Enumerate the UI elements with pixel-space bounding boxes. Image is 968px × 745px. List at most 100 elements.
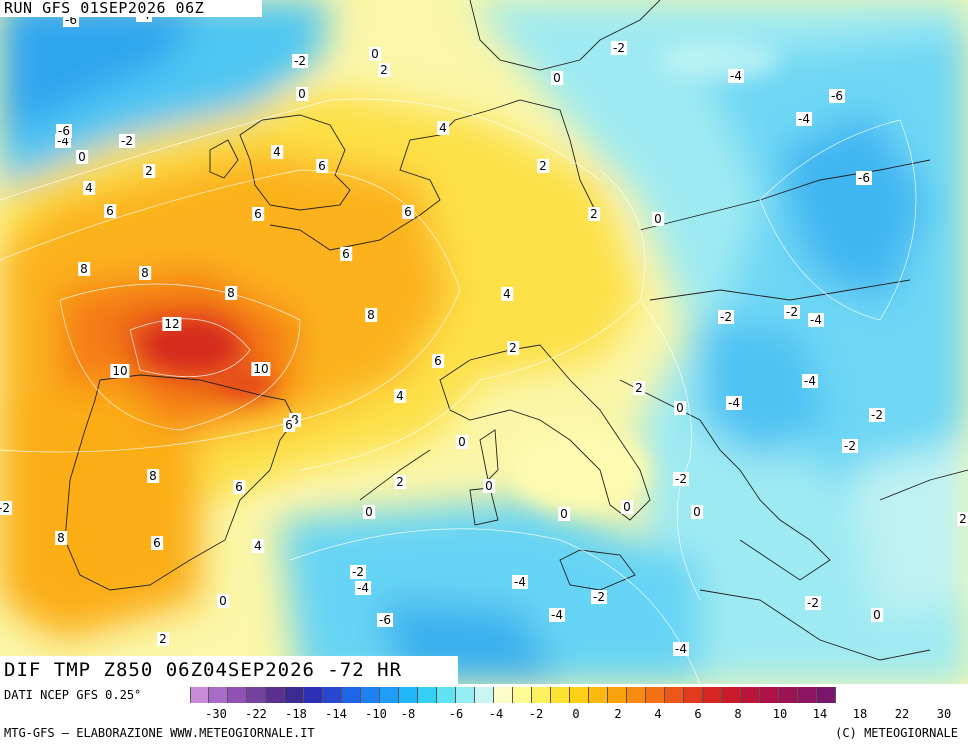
contour-label: 0	[652, 212, 664, 226]
color-scale-swatch	[342, 687, 361, 703]
color-scale-swatch	[589, 687, 608, 703]
footer-credit: MTG-GFS — ELABORAZIONE WWW.METEOGIORNALE…	[4, 726, 315, 740]
contour-label: 2	[507, 341, 519, 355]
color-scale-tick: -30	[205, 707, 227, 721]
contour-label: 0	[871, 608, 883, 622]
color-scale-tick: -18	[285, 707, 307, 721]
contour-label: -4	[673, 642, 689, 656]
color-scale-swatch	[456, 687, 475, 703]
contour-label: 8	[289, 413, 301, 427]
color-scale-tick: 14	[812, 707, 828, 721]
color-scale-swatch	[361, 687, 380, 703]
footer-copyright: (C) METEOGIORNALE	[835, 726, 958, 740]
contour-label: 0	[456, 435, 468, 449]
color-scale-swatch	[228, 687, 247, 703]
contour-label: -2	[805, 596, 821, 610]
color-scale-swatch	[304, 687, 323, 703]
contour-label: 8	[147, 469, 159, 483]
contour-label: 0	[558, 507, 570, 521]
contour-label: -4	[549, 608, 565, 622]
contour-label: 6	[432, 354, 444, 368]
color-scale-swatch	[722, 687, 741, 703]
contour-label: 0	[217, 594, 229, 608]
color-scale-swatch	[266, 687, 285, 703]
contour-label: 4	[252, 539, 264, 553]
color-scale-tick: -22	[245, 707, 267, 721]
contour-label: 0	[551, 71, 563, 85]
contour-label: 6	[283, 418, 295, 432]
color-scale-swatch	[494, 687, 513, 703]
contour-label: 10	[251, 362, 271, 376]
contour-label: -2	[673, 472, 689, 486]
color-scale-swatch	[247, 687, 266, 703]
color-scale-swatch	[817, 687, 836, 703]
contour-label: 6	[233, 480, 245, 494]
contour-label: 4	[501, 287, 513, 301]
contour-label: -2	[718, 310, 734, 324]
contour-label: 0	[369, 47, 381, 61]
contour-label: 0	[674, 401, 686, 415]
color-scale-swatch	[380, 687, 399, 703]
contour-label: 8	[78, 262, 90, 276]
color-scale-bar	[190, 687, 836, 703]
color-scale-swatch	[399, 687, 418, 703]
contour-label: 4	[83, 181, 95, 195]
temperature-anomaly-map: -6-402-20-20-6-4-2-4-6-4024462466620-668…	[0, 0, 968, 684]
contour-label: -4	[796, 112, 812, 126]
color-scale-swatch	[551, 687, 570, 703]
run-title: RUN GFS 01SEP2026 06Z	[0, 0, 262, 17]
color-scale-swatch	[323, 687, 342, 703]
color-scale-tick: -10	[365, 707, 387, 721]
contour-label: 0	[76, 150, 88, 164]
contour-label: 8	[365, 308, 377, 322]
color-scale-swatch	[741, 687, 760, 703]
color-scale-tick: 22	[894, 707, 910, 721]
color-scale-tick: 0	[572, 707, 580, 721]
contour-label: -6	[56, 124, 72, 138]
color-scale-tick: 10	[772, 707, 788, 721]
contour-label: -6	[856, 171, 872, 185]
color-scale-swatch	[760, 687, 779, 703]
contour-label: -2	[611, 41, 627, 55]
color-scale-swatch	[779, 687, 798, 703]
color-scale-swatch	[703, 687, 722, 703]
contour-label: 6	[340, 247, 352, 261]
contour-label: -2	[869, 408, 885, 422]
contour-label: 2	[537, 159, 549, 173]
color-scale-tick: 6	[694, 707, 702, 721]
contour-label: -4	[355, 581, 371, 595]
color-scale-swatch	[190, 687, 209, 703]
contour-label: 0	[621, 500, 633, 514]
contour-label: -2	[292, 54, 308, 68]
contour-label: 10	[110, 364, 130, 378]
contour-label: 8	[55, 531, 67, 545]
color-scale-tick: 4	[654, 707, 662, 721]
contour-label: 6	[316, 159, 328, 173]
color-scale-swatch	[570, 687, 589, 703]
color-scale-swatch	[437, 687, 456, 703]
color-scale-tick: -2	[528, 707, 544, 721]
contour-label: -4	[808, 313, 824, 327]
contour-label: 6	[151, 536, 163, 550]
color-scale-swatch	[285, 687, 304, 703]
color-scale-tick: 2	[614, 707, 622, 721]
coastlines	[64, 0, 968, 661]
color-scale-swatch	[646, 687, 665, 703]
map-title: DIF TMP Z850 06Z04SEP2026 -72 HR	[0, 656, 458, 684]
contour-label: 0	[296, 87, 308, 101]
contour-label: -4	[512, 575, 528, 589]
color-scale-tick: -4	[488, 707, 504, 721]
contour-label: 8	[139, 266, 151, 280]
color-scale-tick: -14	[325, 707, 347, 721]
contour-label: 2	[394, 475, 406, 489]
color-scale-tick: 30	[936, 707, 952, 721]
color-scale-tick: -8	[400, 707, 416, 721]
contour-label: 12	[162, 317, 182, 331]
contour-label: 4	[394, 389, 406, 403]
contour-label: 4	[437, 121, 449, 135]
contour-label: 2	[957, 512, 968, 526]
contour-label: -6	[377, 613, 393, 627]
contour-label: -4	[728, 69, 744, 83]
contour-label: 2	[588, 207, 600, 221]
color-scale-swatch	[513, 687, 532, 703]
